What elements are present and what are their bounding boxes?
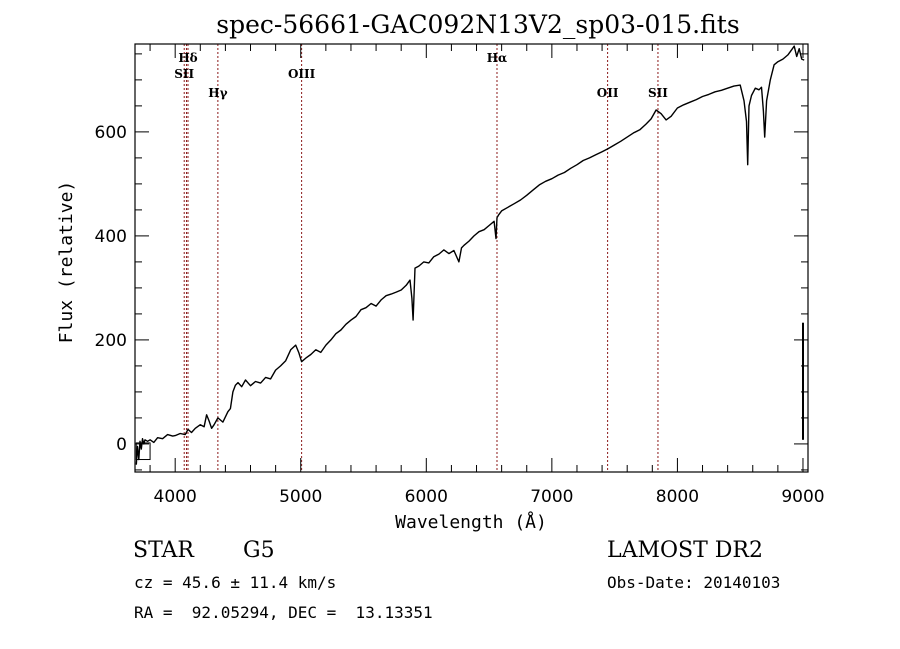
line-marker-label: OIII <box>288 67 316 81</box>
x-tick-labels: 4000 5000 6000 7000 8000 9000 <box>154 487 825 507</box>
line-marker-label: Hα <box>487 51 508 65</box>
x-tick-label: 6000 <box>405 487 448 507</box>
x-tick-label: 8000 <box>656 487 699 507</box>
chart-title: spec-56661-GAC092N13V2_sp03-015.fits <box>216 10 739 39</box>
line-marker-label: Hγ <box>208 86 227 100</box>
y-tick-label: 200 <box>95 331 127 351</box>
y-tick-label: 0 <box>116 435 127 455</box>
survey-label: LAMOST DR2 <box>607 538 763 563</box>
x-tick-label: 9000 <box>781 487 824 507</box>
object-subclass: G5 <box>243 538 275 563</box>
x-tick-label: 7000 <box>530 487 573 507</box>
start-region-box <box>135 442 151 461</box>
obs-date: Obs-Date: 20140103 <box>607 573 781 592</box>
line-markers <box>183 44 659 472</box>
line-marker-label: OII <box>597 86 619 100</box>
coordinates-readout: RA = 92.05294, DEC = 13.13351 <box>134 603 433 622</box>
line-marker-labels: Hδ SII Hγ OIII Hα OII SII <box>174 51 668 100</box>
x-tick-label: 5000 <box>279 487 322 507</box>
axis-ticks <box>135 44 808 472</box>
y-axis-label: Flux (relative) <box>56 181 77 344</box>
line-marker-label: Hδ <box>178 51 197 65</box>
line-marker-label: SII <box>174 67 194 81</box>
y-tick-label: 400 <box>95 227 127 247</box>
object-class: STAR <box>133 538 194 563</box>
y-tick-label: 600 <box>95 123 127 143</box>
plot-frame <box>134 43 809 473</box>
x-tick-label: 4000 <box>154 487 197 507</box>
series-spectrum <box>135 45 805 465</box>
line-marker-label: SII <box>648 86 668 100</box>
y-tick-labels: 0 200 400 600 <box>95 123 127 455</box>
spectrum-series <box>135 45 805 465</box>
redshift-readout: cz = 45.6 ± 11.4 km/s <box>134 573 337 592</box>
x-axis-label: Wavelength (Å) <box>395 511 547 533</box>
